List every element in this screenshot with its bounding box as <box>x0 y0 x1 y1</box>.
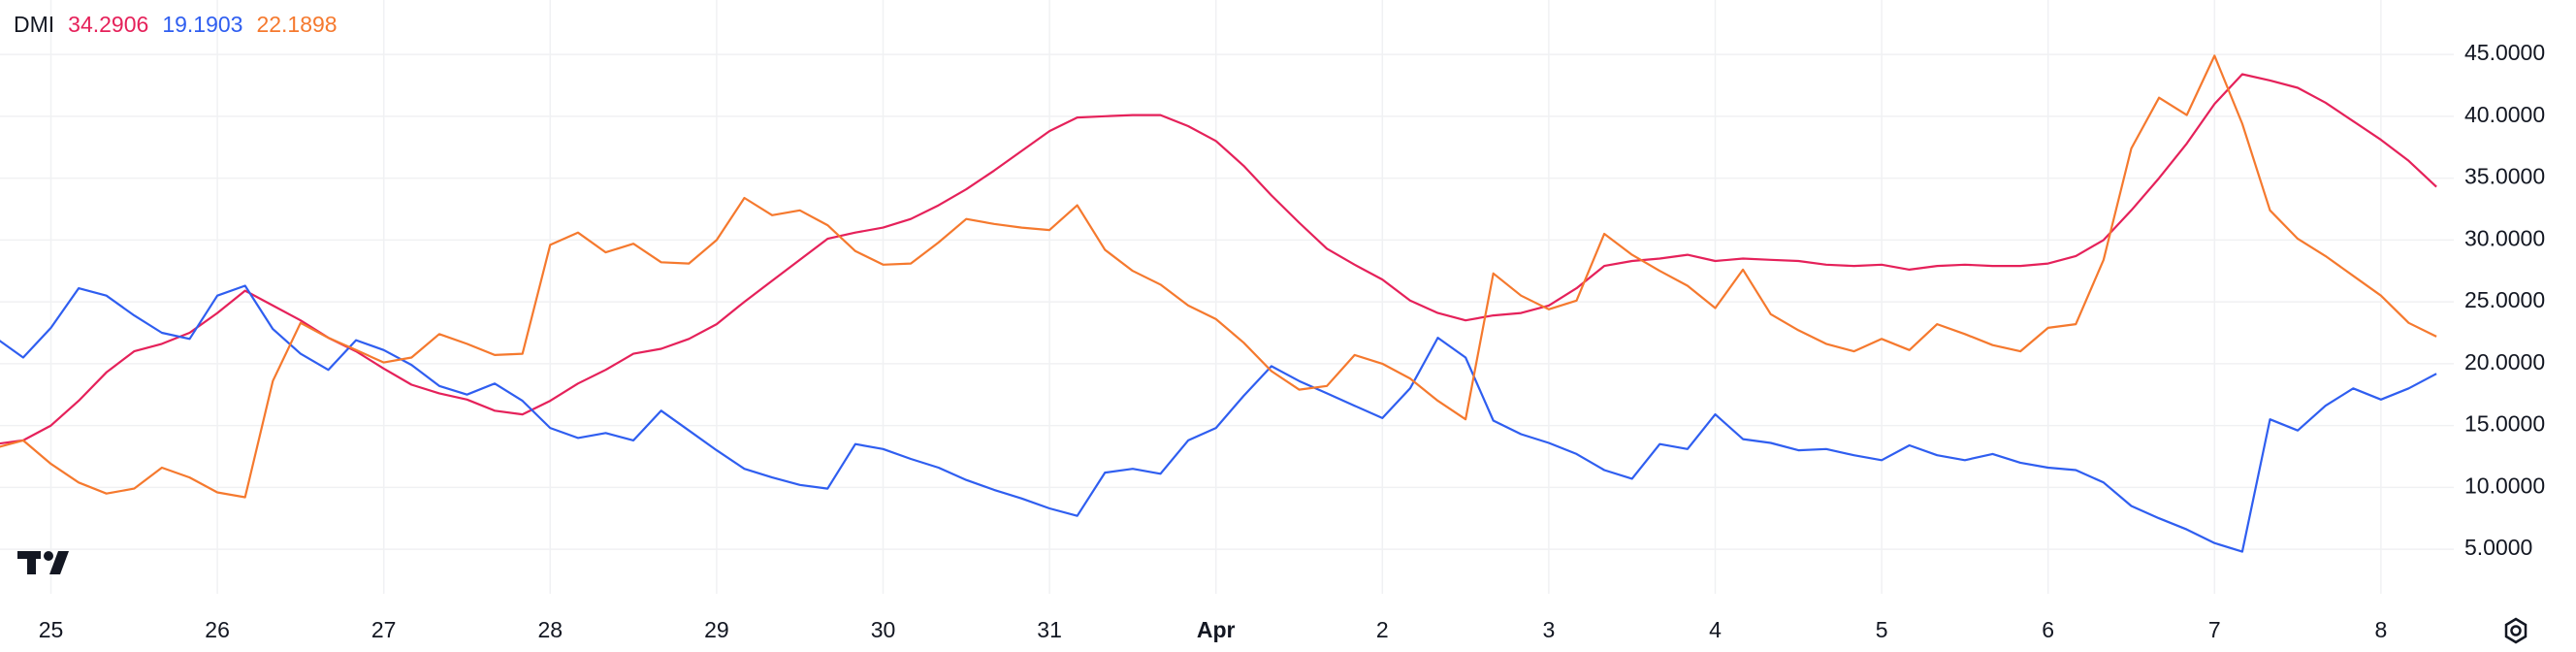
y-tick-label: 45.0000 <box>2464 40 2545 65</box>
legend-value: 34.2906 <box>68 12 148 37</box>
line-series <box>0 73 2437 445</box>
x-tick-label: 28 <box>538 617 564 642</box>
x-tick-label: 2 <box>1376 617 1389 642</box>
x-tick-label: 4 <box>1709 617 1722 642</box>
legend-value: 22.1898 <box>256 12 337 37</box>
y-tick-label: 15.0000 <box>2464 411 2545 437</box>
x-tick-label: 5 <box>1876 617 1888 642</box>
legend-value: 19.1903 <box>162 12 242 37</box>
line-series <box>0 54 2437 499</box>
x-tick-label: 30 <box>871 617 896 642</box>
grid <box>0 0 2454 594</box>
plot-area <box>0 54 2437 553</box>
x-tick-label: 6 <box>2042 617 2054 642</box>
y-tick-label: 40.0000 <box>2464 102 2545 127</box>
x-tick-label: 8 <box>2375 617 2388 642</box>
x-tick-label: 27 <box>371 617 397 642</box>
y-tick-label: 10.0000 <box>2464 473 2545 498</box>
x-tick-label: 31 <box>1037 617 1062 642</box>
legend: DMI 34.2906 19.1903 22.1898 <box>14 12 338 37</box>
x-tick-label: 7 <box>2208 617 2221 642</box>
x-tick-label: 29 <box>704 617 729 642</box>
y-tick-label: 30.0000 <box>2464 225 2545 250</box>
y-tick-label: 25.0000 <box>2464 287 2545 312</box>
y-tick-label: 20.0000 <box>2464 349 2545 375</box>
y-tick-label: 35.0000 <box>2464 164 2545 189</box>
y-tick-label: 5.0000 <box>2464 535 2532 560</box>
tradingview-logo <box>17 551 69 574</box>
indicator-name: DMI <box>14 12 54 37</box>
x-tick-label: 25 <box>39 617 64 642</box>
settings-button[interactable] <box>2504 617 2528 644</box>
x-tick-label: 26 <box>205 617 230 642</box>
axes: 5.0000 10.0000 15.0000 20.0000 25.0000 30.000… <box>39 40 2545 642</box>
x-tick-label: 3 <box>1543 617 1556 642</box>
x-tick-label: Apr <box>1197 617 1236 642</box>
